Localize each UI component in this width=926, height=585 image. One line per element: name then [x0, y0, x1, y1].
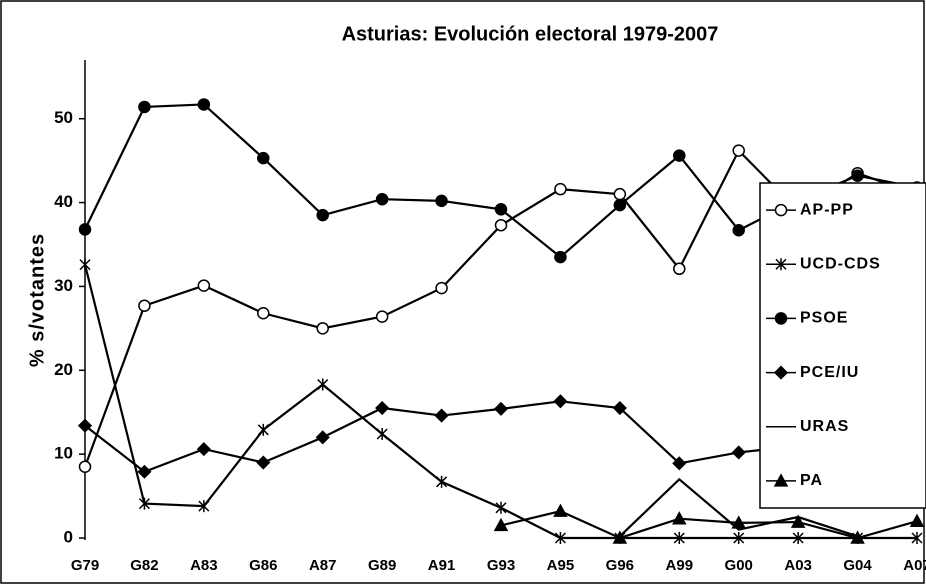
marker — [909, 513, 925, 527]
marker — [317, 378, 329, 391]
y-axis-label: % s/votantes — [26, 233, 48, 367]
legend-marker — [774, 203, 788, 217]
x-tick-label: A03 — [784, 557, 812, 574]
marker — [672, 456, 687, 471]
marker — [257, 423, 269, 436]
marker — [673, 532, 685, 544]
marker — [731, 515, 746, 529]
marker — [138, 100, 151, 114]
marker — [732, 223, 745, 237]
legend-label: PA — [800, 472, 823, 489]
marker — [436, 475, 448, 488]
series-line — [500, 510, 918, 540]
marker — [434, 408, 449, 423]
series-line — [619, 477, 858, 538]
x-tick-label: A07 — [903, 557, 926, 574]
marker — [138, 497, 150, 510]
chart-title: Asturias: Evolución electoral 1979-2007 — [342, 23, 719, 45]
legend-label: UCD-CDS — [800, 255, 881, 272]
marker — [792, 532, 804, 544]
legend-box — [759, 182, 926, 509]
y-tick-label: 10 — [54, 444, 73, 463]
marker — [851, 169, 864, 182]
marker — [257, 307, 270, 320]
marker — [731, 445, 746, 460]
x-tick-label: G79 — [71, 557, 99, 574]
y-tick-label: 0 — [64, 527, 73, 546]
marker — [613, 187, 627, 201]
legend-label: AP-PP — [800, 201, 854, 218]
marker — [732, 144, 745, 157]
marker — [493, 517, 509, 532]
marker — [435, 281, 448, 295]
y-tick-label: 40 — [54, 192, 73, 211]
marker — [790, 514, 806, 528]
marker — [316, 208, 329, 222]
marker — [495, 501, 507, 514]
marker — [733, 532, 745, 544]
x-tick-label: A83 — [190, 557, 218, 574]
marker — [911, 532, 923, 544]
legend-marker — [774, 312, 788, 325]
y-tick-label: 50 — [54, 108, 73, 127]
marker — [435, 194, 448, 208]
legend-marker — [773, 473, 789, 487]
legend-label: PCE/IU — [800, 364, 859, 381]
marker — [197, 279, 211, 292]
marker — [612, 400, 627, 416]
marker — [376, 428, 388, 441]
x-tick-label: A87 — [309, 557, 337, 574]
marker — [673, 262, 686, 276]
marker — [196, 442, 211, 457]
x-tick-label: A95 — [547, 557, 575, 574]
x-tick-label: G00 — [725, 557, 753, 574]
marker — [197, 98, 211, 111]
legend-marker — [773, 365, 789, 380]
marker — [78, 223, 92, 236]
x-tick-label: A91 — [428, 557, 456, 574]
marker — [553, 503, 568, 517]
marker — [138, 299, 151, 312]
x-tick-label: G04 — [843, 557, 872, 574]
x-tick-label: A99 — [666, 557, 694, 574]
marker — [612, 530, 628, 544]
marker — [198, 500, 210, 513]
legend-label: URAS — [800, 418, 849, 435]
legend-label: PSOE — [800, 310, 848, 327]
marker — [256, 455, 271, 470]
x-tick-label: G96 — [606, 557, 634, 574]
marker — [77, 418, 93, 433]
marker — [673, 149, 686, 162]
legend: AP-PP UCD-CDS PSOE PCE/IU URAS PA — [759, 182, 926, 509]
marker — [315, 430, 330, 445]
marker — [553, 394, 568, 409]
marker — [613, 198, 627, 212]
y-tick-label: 30 — [54, 276, 73, 295]
marker — [137, 464, 152, 479]
marker — [672, 511, 687, 525]
marker — [554, 250, 567, 264]
marker — [850, 530, 865, 544]
marker — [316, 322, 329, 335]
marker — [375, 310, 389, 323]
x-tick-label: G86 — [249, 557, 277, 574]
marker — [79, 258, 91, 271]
x-tick-label: G89 — [368, 557, 396, 574]
marker — [494, 203, 508, 216]
x-tick-label: G82 — [130, 557, 158, 574]
marker — [257, 151, 270, 165]
marker — [375, 192, 389, 206]
legend-marker — [775, 258, 787, 271]
marker — [78, 460, 92, 473]
marker — [494, 218, 508, 232]
marker — [554, 532, 566, 544]
marker — [375, 400, 390, 416]
marker — [554, 182, 567, 196]
x-tick-label: G93 — [487, 557, 515, 574]
marker — [493, 401, 509, 416]
y-tick-label: 20 — [54, 360, 73, 379]
